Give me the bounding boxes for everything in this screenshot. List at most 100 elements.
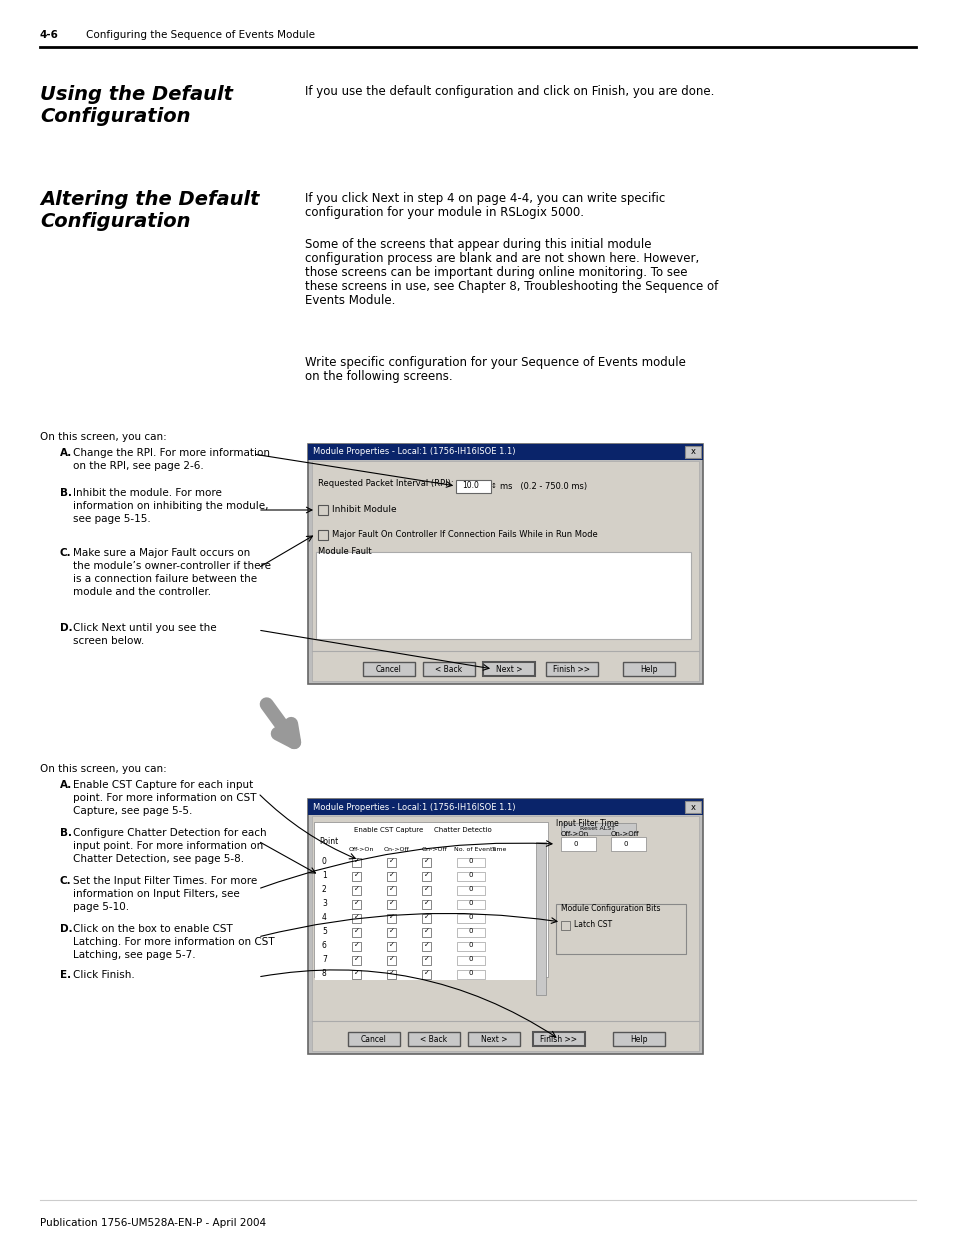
Text: Cancel: Cancel (360, 1035, 387, 1044)
Text: A.: A. (60, 781, 72, 790)
Text: Enable CST Capture: Enable CST Capture (354, 827, 423, 832)
FancyBboxPatch shape (421, 927, 431, 937)
Text: configuration process are blank and are not shown here. However,: configuration process are blank and are … (305, 252, 699, 266)
FancyBboxPatch shape (622, 662, 675, 676)
Text: Module Properties - Local:1 (1756-IH16ISOE 1.1): Module Properties - Local:1 (1756-IH16IS… (313, 803, 515, 811)
Text: Help: Help (639, 664, 657, 673)
Text: If you click Next in step 4 on page 4-4, you can write specific: If you click Next in step 4 on page 4-4,… (305, 191, 664, 205)
Text: ✓: ✓ (423, 872, 429, 878)
Text: module and the controller.: module and the controller. (73, 587, 211, 597)
Text: Finish >>: Finish >> (553, 664, 590, 673)
FancyBboxPatch shape (613, 1032, 664, 1046)
Text: Click Finish.: Click Finish. (73, 969, 134, 981)
FancyBboxPatch shape (317, 505, 328, 515)
FancyBboxPatch shape (352, 942, 360, 951)
Text: screen below.: screen below. (73, 636, 144, 646)
FancyBboxPatch shape (421, 914, 431, 923)
Text: Events Module.: Events Module. (305, 294, 395, 308)
Text: ✓: ✓ (354, 914, 359, 920)
Text: ✓: ✓ (354, 858, 359, 864)
FancyBboxPatch shape (312, 461, 699, 680)
FancyBboxPatch shape (308, 445, 702, 459)
Text: ms   (0.2 - 750.0 ms): ms (0.2 - 750.0 ms) (499, 482, 586, 490)
Text: < Back: < Back (420, 1035, 447, 1044)
FancyBboxPatch shape (408, 1032, 459, 1046)
FancyBboxPatch shape (456, 927, 484, 937)
FancyBboxPatch shape (556, 904, 685, 953)
Text: 7: 7 (322, 955, 327, 965)
Text: 0: 0 (468, 858, 473, 864)
Text: D.: D. (60, 622, 72, 634)
FancyBboxPatch shape (560, 921, 569, 930)
Text: 4: 4 (322, 913, 327, 923)
Text: Off->On: Off->On (349, 847, 374, 852)
FancyBboxPatch shape (456, 480, 491, 493)
Text: ✓: ✓ (388, 872, 394, 878)
Text: information on Input Filters, see: information on Input Filters, see (73, 889, 239, 899)
Text: ✓: ✓ (388, 858, 394, 864)
Text: input point. For more information on: input point. For more information on (73, 841, 263, 851)
FancyBboxPatch shape (352, 885, 360, 895)
FancyBboxPatch shape (421, 956, 431, 965)
Text: Publication 1756-UM528A-EN-P - April 2004: Publication 1756-UM528A-EN-P - April 200… (40, 1218, 266, 1228)
Text: 8: 8 (322, 969, 327, 978)
Text: ✓: ✓ (354, 942, 359, 948)
Text: On this screen, you can:: On this screen, you can: (40, 432, 167, 442)
FancyBboxPatch shape (421, 969, 431, 979)
FancyBboxPatch shape (610, 837, 645, 851)
FancyBboxPatch shape (312, 816, 699, 1051)
Text: 0: 0 (468, 942, 473, 948)
Text: those screens can be important during online monitoring. To see: those screens can be important during on… (305, 266, 687, 279)
Text: 1: 1 (322, 871, 327, 881)
Text: Some of the screens that appear during this initial module: Some of the screens that appear during t… (305, 238, 651, 251)
Text: 0: 0 (468, 872, 473, 878)
Text: Finish >>: Finish >> (540, 1035, 577, 1044)
FancyBboxPatch shape (387, 914, 395, 923)
FancyBboxPatch shape (352, 900, 360, 909)
FancyBboxPatch shape (348, 1032, 399, 1046)
Text: B.: B. (60, 827, 71, 839)
FancyBboxPatch shape (314, 967, 544, 981)
Text: 5: 5 (322, 927, 327, 936)
FancyBboxPatch shape (545, 662, 598, 676)
FancyBboxPatch shape (421, 900, 431, 909)
FancyBboxPatch shape (308, 799, 702, 1053)
Text: ✓: ✓ (354, 900, 359, 906)
Text: Module Fault: Module Fault (317, 547, 372, 556)
Text: on the following screens.: on the following screens. (305, 370, 452, 383)
Text: see page 5-15.: see page 5-15. (73, 514, 151, 524)
Text: Inhibit the module. For more: Inhibit the module. For more (73, 488, 222, 498)
Text: Point: Point (318, 837, 338, 846)
Text: Requested Packet Interval (RPI):: Requested Packet Interval (RPI): (317, 479, 453, 488)
Text: Click on the box to enable CST: Click on the box to enable CST (73, 924, 233, 934)
Text: x: x (690, 803, 695, 811)
Text: x: x (690, 447, 695, 457)
Text: 10.0: 10.0 (461, 482, 478, 490)
FancyBboxPatch shape (482, 662, 535, 676)
Text: ✓: ✓ (354, 872, 359, 878)
Text: Configuration: Configuration (40, 107, 191, 126)
FancyBboxPatch shape (387, 927, 395, 937)
Text: B.: B. (60, 488, 71, 498)
Text: 0: 0 (322, 857, 327, 866)
FancyBboxPatch shape (684, 802, 700, 813)
Text: ✓: ✓ (388, 942, 394, 948)
Text: Change the RPI. For more information: Change the RPI. For more information (73, 448, 270, 458)
FancyBboxPatch shape (456, 942, 484, 951)
Text: Help: Help (630, 1035, 647, 1044)
Text: ✓: ✓ (423, 956, 429, 962)
Text: Latching, see page 5-7.: Latching, see page 5-7. (73, 950, 195, 960)
Text: E.: E. (60, 969, 71, 981)
FancyBboxPatch shape (468, 1032, 519, 1046)
Text: 0: 0 (468, 927, 473, 934)
FancyBboxPatch shape (422, 662, 475, 676)
Text: 0: 0 (623, 841, 628, 847)
Text: the module’s owner-controller if there: the module’s owner-controller if there (73, 561, 271, 571)
Text: ✓: ✓ (388, 956, 394, 962)
Text: ✓: ✓ (354, 969, 359, 976)
Text: Input Filter Time: Input Filter Time (556, 819, 618, 827)
FancyBboxPatch shape (314, 939, 544, 952)
FancyBboxPatch shape (560, 823, 636, 835)
Text: page 5-10.: page 5-10. (73, 902, 129, 911)
Text: 6: 6 (322, 941, 327, 950)
